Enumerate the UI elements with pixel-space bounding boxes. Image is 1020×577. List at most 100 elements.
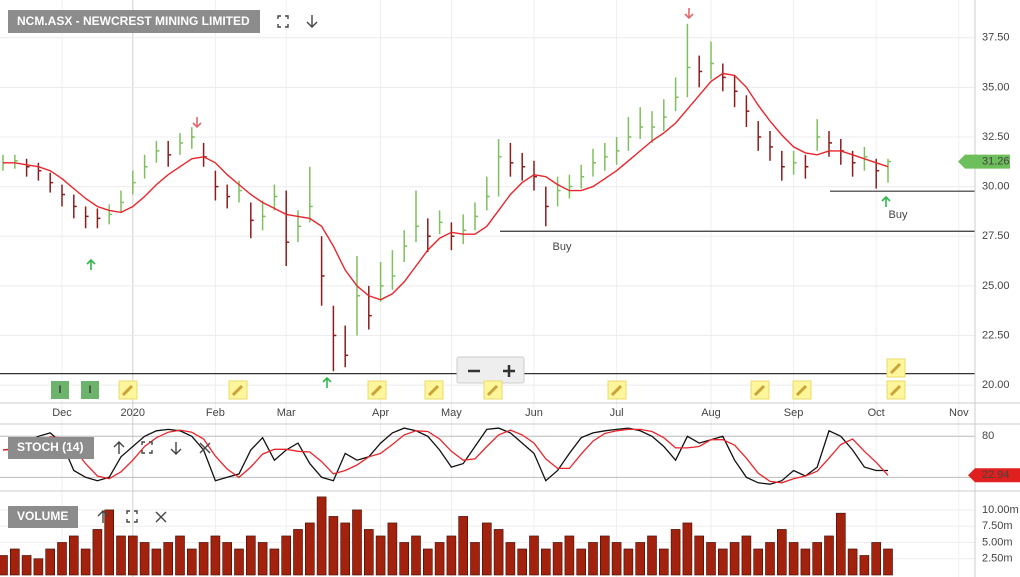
volume-bar [210, 535, 221, 576]
volume-bar [434, 542, 445, 576]
sell-signal [192, 8, 694, 129]
y-tick-label: 80 [982, 430, 994, 442]
line [2, 427, 888, 485]
volume-bar [92, 529, 103, 576]
volume-bar [517, 548, 528, 576]
event-box [51, 381, 69, 399]
volume-bar [835, 512, 846, 576]
volume-bar [800, 548, 811, 576]
volume-bar [10, 548, 20, 576]
y-tick-label: 22.50 [982, 329, 1010, 341]
y-tick-label: 32.50 [982, 131, 1010, 143]
volume-bar [576, 548, 587, 576]
volume-bar [198, 542, 209, 576]
volume-bar [741, 535, 752, 576]
down-icon[interactable] [170, 442, 182, 455]
volume-bar [883, 548, 893, 576]
volume-bar [658, 548, 669, 576]
y-tick-label: 5.00m [982, 536, 1013, 548]
volume-bar [564, 535, 575, 576]
volume-bar [753, 548, 764, 576]
y-tick-label: 10.00m [982, 504, 1019, 516]
volume-bar [588, 542, 598, 576]
chart-title: NCM.ASX - NEWCREST MINING LIMITED [17, 14, 250, 28]
volume-bar [387, 522, 398, 576]
volume-bar [599, 535, 610, 576]
volume-bar [163, 542, 173, 576]
volume-bar [765, 542, 775, 576]
x-tick-label: May [441, 407, 462, 419]
x-tick-label: Mar [277, 407, 296, 419]
y-tick-label: 2.50m [982, 553, 1013, 565]
volume-bar [776, 529, 787, 576]
x-tick-label: 2020 [121, 407, 145, 419]
x-tick-label: Sep [784, 407, 804, 419]
up-icon[interactable] [113, 441, 125, 454]
volume-bar [21, 555, 32, 576]
volume-bar [69, 535, 79, 576]
volume-bar [116, 535, 126, 576]
volume-bar [529, 535, 539, 576]
note-icon-pencil [486, 384, 499, 397]
price-tag [958, 154, 1010, 169]
volume-bar [422, 548, 433, 576]
volume-bar [281, 535, 292, 576]
event-label: I [88, 384, 91, 396]
title-box [8, 506, 78, 528]
volume-bar [139, 542, 150, 576]
x-tick-label: Apr [372, 407, 389, 419]
y-tick-label: 37.50 [982, 32, 1010, 44]
volume-bar [682, 522, 693, 576]
volume-bar [0, 555, 8, 576]
volume-bar [304, 522, 315, 576]
volume-bar [45, 548, 56, 576]
close-icon[interactable] [199, 442, 211, 454]
volume-bar [128, 535, 138, 576]
volume-bar [470, 542, 480, 576]
buy-signal [86, 195, 891, 388]
annotation: Buy [553, 241, 572, 253]
volume-bar [352, 509, 362, 576]
volume-bar [458, 516, 469, 576]
note-icon-pencil [889, 362, 902, 375]
volume-bar [375, 535, 386, 576]
up-icon[interactable] [97, 510, 109, 523]
volume-bar [670, 529, 681, 576]
expand-icon[interactable] [126, 510, 138, 523]
line [3, 72, 889, 301]
volume-bar [505, 542, 516, 576]
note-icon-pencil [795, 384, 808, 397]
volume-bar [481, 522, 492, 576]
y-tick-label: 30.00 [982, 181, 1010, 193]
stoch-title: STOCH (14) [17, 440, 83, 454]
volume-bar [104, 509, 114, 576]
down-icon[interactable] [306, 15, 318, 28]
event-box [81, 381, 99, 399]
volume-bar [175, 535, 185, 576]
volume-bar [234, 548, 244, 576]
volume-bar [611, 542, 622, 576]
note-icon-pencil [889, 384, 902, 397]
note-icon-pencil [427, 384, 440, 397]
x-tick-label: Oct [868, 407, 885, 419]
zoom-in-button[interactable] [503, 365, 515, 377]
volume-bar [647, 535, 657, 576]
volume-bar [729, 542, 740, 576]
close-icon[interactable] [155, 511, 167, 523]
volume-bar [399, 542, 410, 576]
expand-icon[interactable] [277, 15, 289, 28]
expand-icon[interactable] [141, 441, 153, 454]
x-tick-label: Jun [525, 407, 543, 419]
volume-bar [340, 522, 351, 576]
volume-bar [57, 542, 67, 576]
volume-bar [246, 535, 256, 576]
volume-bar [151, 548, 162, 576]
volume-bar [623, 548, 634, 576]
note-icon-pencil [121, 384, 134, 397]
x-tick-label: Dec [52, 407, 72, 419]
volume-bar [824, 535, 834, 576]
annotation: Buy [889, 209, 908, 221]
